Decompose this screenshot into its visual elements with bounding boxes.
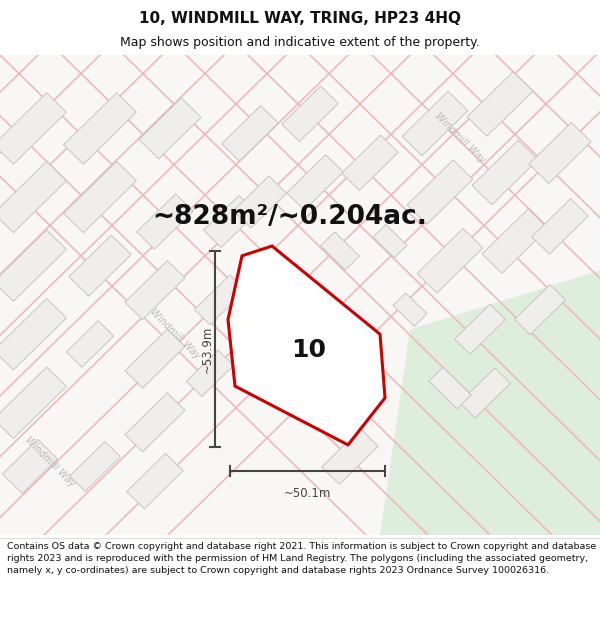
- Polygon shape: [187, 350, 233, 397]
- Polygon shape: [393, 293, 427, 326]
- Polygon shape: [455, 304, 505, 354]
- Text: Windmill Way: Windmill Way: [433, 111, 487, 165]
- Polygon shape: [472, 141, 538, 205]
- Polygon shape: [460, 368, 511, 418]
- Polygon shape: [69, 235, 131, 296]
- Polygon shape: [137, 194, 193, 249]
- Polygon shape: [0, 367, 67, 438]
- Polygon shape: [0, 299, 67, 370]
- Text: 10: 10: [291, 338, 326, 362]
- Polygon shape: [67, 321, 113, 367]
- Polygon shape: [203, 196, 257, 248]
- Polygon shape: [417, 229, 483, 293]
- Text: ~50.1m: ~50.1m: [284, 487, 331, 500]
- Polygon shape: [287, 154, 343, 210]
- Polygon shape: [407, 160, 473, 224]
- Polygon shape: [0, 92, 67, 164]
- Polygon shape: [380, 271, 600, 535]
- Polygon shape: [515, 285, 565, 334]
- Polygon shape: [402, 91, 468, 156]
- Text: Map shows position and indicative extent of the property.: Map shows position and indicative extent…: [120, 36, 480, 49]
- Polygon shape: [70, 441, 121, 491]
- Polygon shape: [482, 209, 548, 273]
- Polygon shape: [222, 106, 278, 161]
- Polygon shape: [532, 199, 588, 254]
- Polygon shape: [233, 176, 287, 228]
- Text: Windmill Way: Windmill Way: [148, 307, 202, 361]
- Polygon shape: [127, 453, 183, 509]
- Polygon shape: [373, 224, 407, 258]
- Polygon shape: [228, 246, 385, 445]
- Polygon shape: [125, 261, 185, 319]
- Polygon shape: [282, 86, 338, 141]
- Polygon shape: [282, 351, 338, 406]
- Polygon shape: [64, 161, 136, 232]
- Polygon shape: [342, 135, 398, 191]
- Polygon shape: [322, 429, 378, 484]
- Text: Windmill Way: Windmill Way: [23, 434, 77, 489]
- Text: ~828m²/~0.204ac.: ~828m²/~0.204ac.: [152, 204, 427, 229]
- Text: Contains OS data © Crown copyright and database right 2021. This information is : Contains OS data © Crown copyright and d…: [7, 542, 596, 575]
- Polygon shape: [529, 122, 591, 183]
- Polygon shape: [467, 72, 533, 136]
- Text: 10, WINDMILL WAY, TRING, HP23 4HQ: 10, WINDMILL WAY, TRING, HP23 4HQ: [139, 11, 461, 26]
- Polygon shape: [2, 439, 58, 494]
- Polygon shape: [125, 393, 185, 452]
- Polygon shape: [194, 275, 245, 325]
- Polygon shape: [0, 161, 67, 232]
- Polygon shape: [64, 92, 136, 164]
- Polygon shape: [320, 232, 359, 270]
- Polygon shape: [139, 98, 201, 159]
- Polygon shape: [429, 368, 471, 409]
- Polygon shape: [0, 230, 67, 301]
- Polygon shape: [125, 329, 185, 388]
- Text: ~53.9m: ~53.9m: [200, 325, 214, 372]
